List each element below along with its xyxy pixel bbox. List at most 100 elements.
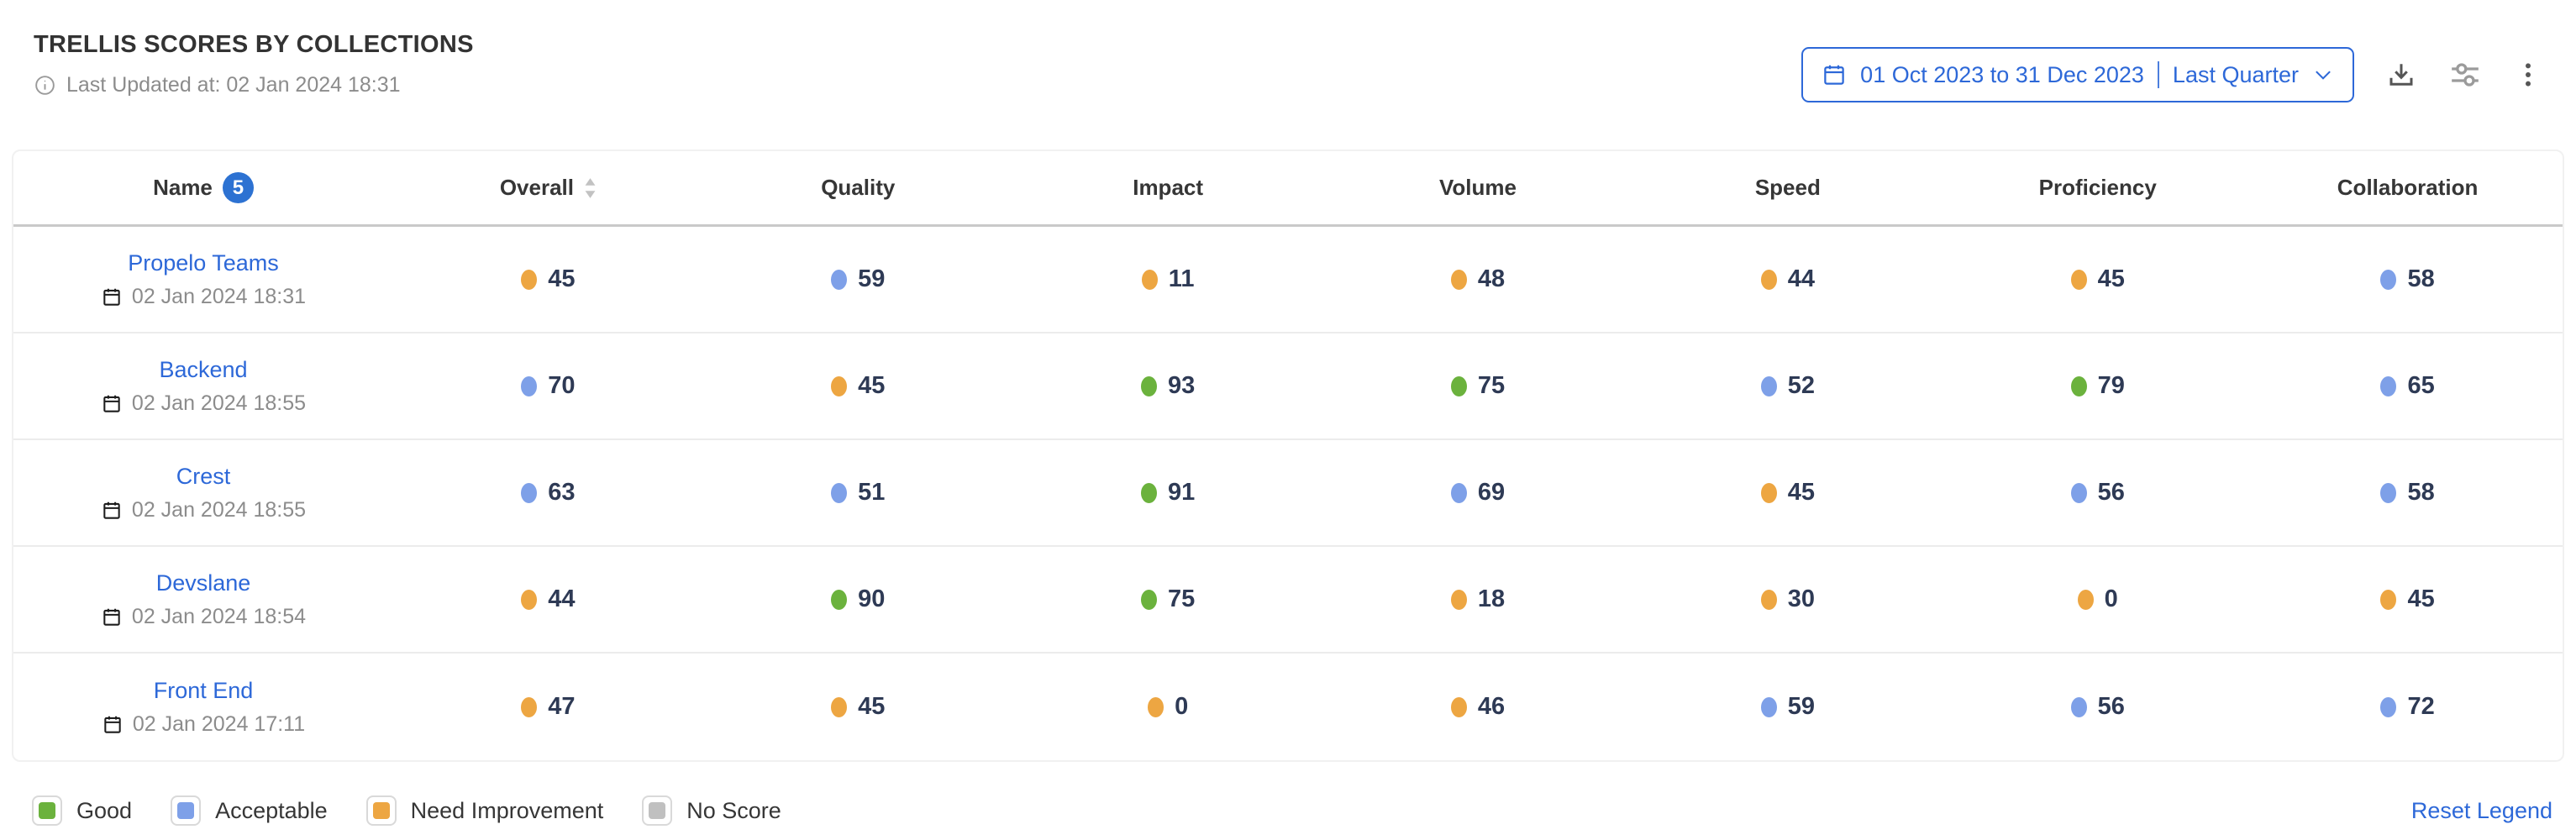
acceptable-swatch xyxy=(177,802,195,819)
score-dot xyxy=(521,269,538,290)
score-cell-proficiency: 56 xyxy=(1943,693,2253,721)
score-dot xyxy=(2070,696,2087,717)
score-dot xyxy=(1141,482,1157,503)
score-cell-quality: 45 xyxy=(703,693,1013,721)
score-cell-proficiency: 56 xyxy=(1943,479,2253,507)
row-updated: 02 Jan 2024 18:55 xyxy=(101,391,306,416)
score-cell-quality: 90 xyxy=(703,585,1013,613)
score-dot xyxy=(2380,269,2397,290)
legend-item-need-improvement[interactable]: Need Improvement xyxy=(365,795,603,826)
score-dot xyxy=(521,696,538,717)
date-range-text: 01 Oct 2023 to 31 Dec 2023 xyxy=(1860,61,2144,87)
name-count-badge: 5 xyxy=(222,172,254,203)
kebab-menu-icon xyxy=(2526,63,2531,87)
calendar-icon xyxy=(103,501,120,519)
row-updated: 02 Jan 2024 17:11 xyxy=(102,712,305,737)
more-options-button[interactable] xyxy=(2514,60,2542,89)
score-dot xyxy=(521,375,538,396)
score-dot xyxy=(2070,482,2087,503)
score-value: 72 xyxy=(2407,693,2435,720)
collection-link[interactable]: Crest xyxy=(176,463,231,489)
score-dot xyxy=(831,696,848,717)
sort-icon[interactable] xyxy=(584,177,597,199)
column-header-proficiency: Proficiency xyxy=(1943,175,2253,201)
column-header-collaboration: Collaboration xyxy=(2253,175,2563,201)
score-cell-quality: 51 xyxy=(703,479,1013,507)
collection-link[interactable]: Backend xyxy=(159,356,248,382)
chevron-down-icon xyxy=(2316,71,2331,80)
scores-table: Name 5 Overall Quality Impact Volume Spe… xyxy=(12,150,2564,762)
column-header-speed-label: Speed xyxy=(1754,175,1821,200)
score-cell-speed: 59 xyxy=(1632,693,1943,721)
settings-button[interactable] xyxy=(2448,58,2482,92)
calendar-icon xyxy=(103,608,120,626)
table-row: Devslane 02 Jan 2024 18:54 44 90 75 18 3… xyxy=(13,547,2563,654)
date-range-button[interactable]: 01 Oct 2023 to 31 Dec 2023 Last Quarter xyxy=(1801,47,2354,102)
score-dot xyxy=(2380,375,2397,396)
legend-checkbox[interactable] xyxy=(642,795,673,826)
score-cell-overall: 45 xyxy=(393,265,703,293)
column-header-collaboration-label: Collaboration xyxy=(2337,175,2479,200)
score-cell-overall: 70 xyxy=(393,372,703,400)
score-cell-collaboration: 45 xyxy=(2253,585,2563,613)
score-cell-volume: 69 xyxy=(1323,479,1633,507)
score-dot xyxy=(1760,375,1777,396)
score-dot xyxy=(521,482,538,503)
collection-cell: Devslane 02 Jan 2024 18:54 xyxy=(13,570,393,629)
download-icon xyxy=(2389,64,2413,86)
sliders-icon xyxy=(2452,63,2479,87)
score-dot xyxy=(521,589,538,610)
score-cell-collaboration: 72 xyxy=(2253,693,2563,721)
row-updated-text: 02 Jan 2024 18:54 xyxy=(131,604,307,628)
score-value: 75 xyxy=(1168,585,1196,612)
score-cell-proficiency: 45 xyxy=(1943,265,2253,293)
legend-label: Acceptable xyxy=(215,797,328,823)
table-row: Backend 02 Jan 2024 18:55 70 45 93 75 52… xyxy=(13,333,2563,440)
column-header-impact-label: Impact xyxy=(1133,175,1204,200)
legend-checkbox[interactable] xyxy=(32,795,62,826)
legend-item-no-score[interactable]: No Score xyxy=(642,795,781,826)
calendar-icon xyxy=(1824,65,1844,85)
score-value: 44 xyxy=(548,585,576,612)
widget-header-left: TRELLIS SCORES BY COLLECTIONS Last Updat… xyxy=(34,30,474,97)
collection-cell: Front End 02 Jan 2024 17:11 xyxy=(13,678,393,737)
legend-checkbox[interactable] xyxy=(365,795,397,826)
score-value: 56 xyxy=(2097,693,2125,720)
score-cell-volume: 46 xyxy=(1323,693,1633,721)
score-value: 18 xyxy=(1477,585,1506,612)
score-dot xyxy=(1148,696,1164,717)
score-value: 46 xyxy=(1477,693,1506,720)
collection-link[interactable]: Propelo Teams xyxy=(128,249,279,276)
score-value: 45 xyxy=(858,693,886,720)
score-dot xyxy=(1760,269,1777,290)
score-value: 91 xyxy=(1168,479,1196,506)
score-dot xyxy=(1450,589,1467,610)
score-value: 45 xyxy=(1787,479,1815,506)
collection-link[interactable]: Devslane xyxy=(155,570,251,596)
score-cell-proficiency: 0 xyxy=(1943,585,2253,613)
score-cell-overall: 47 xyxy=(393,693,703,721)
score-dot xyxy=(2380,589,2397,610)
score-cell-impact: 75 xyxy=(1013,585,1323,613)
reset-legend-link[interactable]: Reset Legend xyxy=(2410,797,2552,823)
row-updated-text: 02 Jan 2024 18:55 xyxy=(131,497,307,522)
score-dot xyxy=(2070,375,2087,396)
column-header-proficiency-label: Proficiency xyxy=(2038,175,2157,200)
score-value: 58 xyxy=(2407,479,2435,506)
score-cell-speed: 44 xyxy=(1632,265,1943,293)
table-row: Propelo Teams 02 Jan 2024 18:31 45 59 11… xyxy=(13,227,2563,333)
score-value: 63 xyxy=(548,479,576,506)
score-value: 59 xyxy=(1787,693,1815,720)
collection-link[interactable]: Front End xyxy=(153,677,254,703)
score-dot xyxy=(1141,269,1158,290)
score-value: 45 xyxy=(548,265,576,292)
score-cell-impact: 91 xyxy=(1013,479,1323,507)
score-value: 0 xyxy=(1175,693,1189,720)
legend-item-acceptable[interactable]: Acceptable xyxy=(171,795,328,826)
column-header-overall[interactable]: Overall xyxy=(393,175,703,201)
column-header-quality-label: Quality xyxy=(821,175,896,200)
score-dot xyxy=(2380,696,2397,717)
download-button[interactable] xyxy=(2386,60,2416,90)
legend-checkbox[interactable] xyxy=(171,795,202,826)
legend-item-good[interactable]: Good xyxy=(32,795,132,826)
